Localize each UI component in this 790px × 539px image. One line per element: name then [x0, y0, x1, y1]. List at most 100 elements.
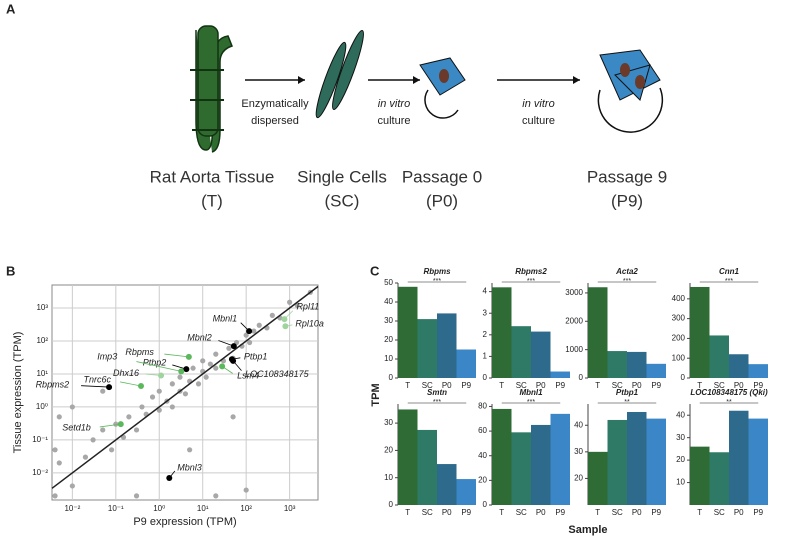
point: [287, 299, 293, 305]
y-tick-label: 10⁻²: [32, 468, 48, 477]
bar: [607, 419, 627, 505]
x-tick-label: P0: [536, 508, 546, 517]
chart-title: Rbpms2: [515, 267, 547, 276]
y-tick-label: 4: [483, 287, 488, 296]
bar: [748, 364, 768, 378]
bar: [729, 354, 749, 378]
point: [169, 381, 175, 387]
x-tick-label: 10³: [284, 504, 296, 513]
y-axis-label: Tissue expression (TPM): [12, 332, 24, 454]
x-tick-label: T: [697, 381, 702, 390]
arrow-head: [573, 76, 580, 84]
point: [69, 404, 75, 410]
point: [190, 365, 196, 371]
point: [56, 414, 62, 420]
stage-code: (SC): [325, 191, 360, 210]
chart-title: Ptbp1: [616, 388, 639, 397]
x-tick-label: SC: [714, 508, 725, 517]
gene-leader: [99, 423, 121, 428]
bar: [627, 351, 647, 378]
aorta-illustration: [190, 25, 233, 153]
x-tick-label: P9: [651, 508, 661, 517]
x-tick-label: SC: [714, 381, 725, 390]
y-tick-label: 20: [478, 475, 487, 484]
point: [169, 404, 175, 410]
y-tick-label: 10⁰: [36, 402, 48, 411]
stage-name: Passage 9: [587, 167, 667, 186]
bar: [511, 326, 531, 378]
gene-label: Rpl11: [296, 302, 319, 312]
x-tick-label: T: [405, 381, 410, 390]
x-tick-label: T: [499, 508, 504, 517]
x-axis-label: P9 expression (TPM): [133, 516, 236, 528]
chart-title: LOC108348175 (Qki): [690, 388, 768, 397]
arrow-head: [413, 76, 420, 84]
x-axis-label: Sample: [568, 524, 607, 536]
x-tick-label: P0: [632, 508, 642, 517]
y-tick-label: 10⁻¹: [32, 435, 48, 444]
arrow-label: culture: [522, 115, 555, 127]
x-tick-label: T: [595, 508, 600, 517]
y-tick-label: 20: [676, 455, 685, 464]
x-tick-label: T: [499, 381, 504, 390]
arrow-label: in vitro: [522, 98, 554, 110]
bar: [709, 452, 729, 505]
x-tick-label: P9: [753, 508, 763, 517]
chart-title: Mbnl1: [519, 388, 543, 397]
gene-point: [219, 363, 226, 370]
point: [156, 388, 162, 394]
gene-point: [158, 372, 165, 379]
y-tick-label: 0: [389, 500, 394, 509]
y-tick-label: 10: [384, 473, 393, 482]
significance-label: ***: [433, 278, 441, 285]
significance-label: ***: [433, 399, 441, 406]
panel-label: B: [6, 263, 15, 278]
y-tick-label: 0: [389, 373, 394, 382]
point: [52, 493, 58, 499]
bar: [607, 351, 627, 378]
y-tick-label: 300: [672, 314, 686, 323]
bar: [492, 408, 512, 505]
point: [149, 394, 156, 400]
bar: [729, 410, 749, 505]
point: [177, 374, 183, 380]
y-tick-label: 10: [384, 354, 393, 363]
point: [52, 447, 58, 453]
x-tick-label: P9: [461, 381, 471, 390]
panel-label: C: [370, 263, 380, 278]
chart-title: Smtn: [427, 388, 447, 397]
stage-name: Passage 0: [402, 167, 482, 186]
y-axis-label: TPM: [370, 383, 382, 406]
bar: [748, 418, 768, 505]
point: [207, 361, 213, 367]
x-tick-label: P0: [442, 381, 452, 390]
gene-point: [166, 474, 173, 481]
x-tick-label: P0: [632, 381, 642, 390]
x-tick-label: T: [405, 508, 410, 517]
y-tick-label: 10¹: [36, 369, 48, 378]
gene-point: [138, 383, 145, 390]
gene-label: Lsm4: [237, 371, 259, 381]
arrow-label: in vitro: [378, 98, 410, 110]
y-tick-label: 3: [483, 308, 488, 317]
y-tick-label: 50: [384, 278, 393, 287]
gene-point: [117, 421, 124, 428]
point: [90, 437, 96, 443]
y-tick-label: 40: [574, 420, 583, 429]
y-tick-label: 30: [384, 316, 393, 325]
bar: [511, 432, 531, 505]
gene-point: [230, 343, 237, 350]
y-tick-label: 10²: [36, 336, 48, 345]
x-tick-label: 10⁻²: [64, 504, 80, 513]
arrow-label: culture: [377, 115, 410, 127]
point: [182, 391, 189, 397]
gene-point: [282, 323, 289, 330]
gene-point: [281, 316, 288, 323]
y-tick-label: 30: [574, 447, 583, 456]
y-tick-label: 20: [384, 446, 393, 455]
x-tick-label: P0: [734, 508, 744, 517]
gene-label: Mbnl1: [213, 313, 238, 323]
point: [133, 493, 140, 499]
gene-label: Rbpms: [125, 347, 154, 357]
